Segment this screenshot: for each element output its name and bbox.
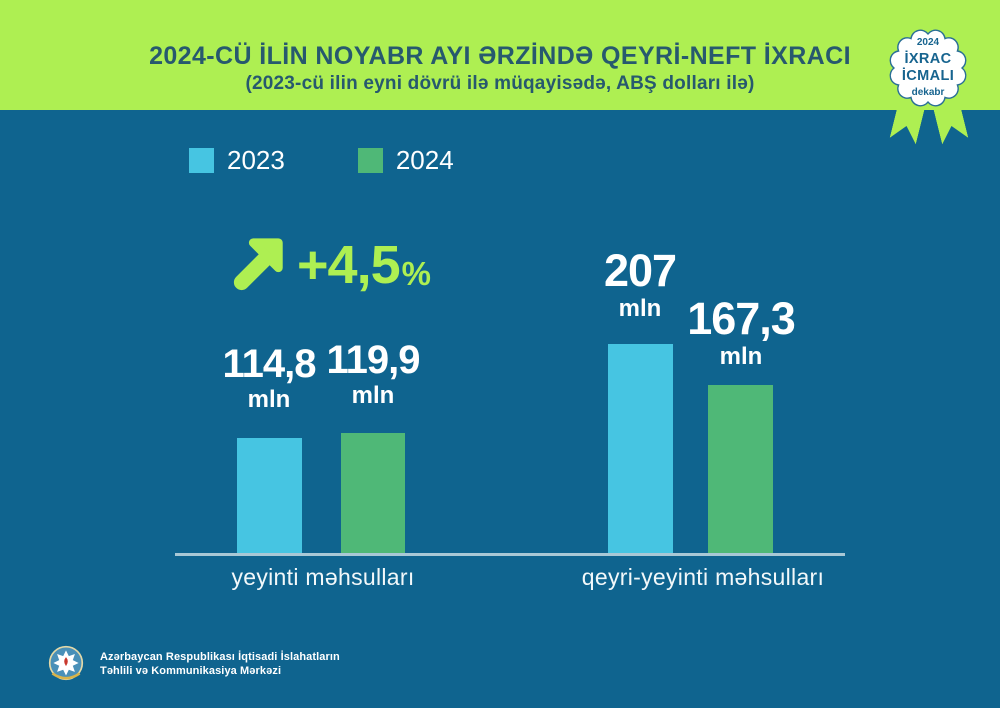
legend-label-2023: 2023: [227, 145, 285, 175]
badge-text: 2024 İXRAC İCMALI dekabr: [888, 28, 968, 108]
legend-swatch-2024: [357, 148, 383, 173]
up-right-arrow-icon: [233, 238, 283, 291]
badge-year: 2024: [916, 37, 940, 48]
badge-month: dekabr: [911, 87, 945, 98]
unit-2024-food: mln: [351, 382, 395, 409]
page-title: 2024-CÜ İLİN NOYABR AYI ƏRZİNDƏ QEYRİ-NE…: [149, 42, 851, 70]
footer-org-name: Azərbaycan Respublikası İqtisadi İslahat…: [100, 650, 340, 678]
bar-2023-food: [237, 438, 302, 555]
unit-2023-nonfood: mln: [618, 295, 662, 322]
unit-2023-food: mln: [247, 386, 291, 413]
header-band: 2024-CÜ İLİN NOYABR AYI ƏRZİNDƏ QEYRİ-NE…: [0, 0, 1000, 110]
bar-2023-nonfood: [608, 344, 673, 555]
legend-item-2023: 2023: [189, 145, 285, 176]
page-subtitle: (2023-cü ilin eyni dövrü ilə müqayisədə,…: [245, 73, 755, 94]
category-label-food: yeyinti məhsulları: [231, 564, 415, 590]
badge-rosette: 2024 İXRAC İCMALI dekabr: [888, 28, 968, 108]
value-2023-nonfood: 207: [603, 245, 677, 296]
value-2024-food: 119,9: [326, 338, 421, 382]
value-label-2023-food: 114,8 mln: [194, 341, 344, 413]
value-2024-nonfood: 167,3: [687, 293, 796, 344]
x-axis-line: [175, 553, 845, 556]
value-label-2023-nonfood: 207 mln: [565, 246, 715, 322]
footer: Azərbaycan Respublikası İqtisadi İslahat…: [45, 643, 340, 685]
value-label-2024-food: 119,9 mln: [298, 337, 448, 409]
footer-org-line2: Təhlili və Kommunikasiya Mərkəzi: [100, 665, 282, 677]
category-label-nonfood: qeyri-yeyinti məhsulları: [581, 564, 825, 590]
growth-annotation: +4,5 %: [231, 232, 431, 294]
export-review-badge: 2024 İXRAC İCMALI dekabr: [880, 20, 980, 150]
legend-item-2024: 2024: [357, 145, 454, 176]
bar-2024-food: [341, 433, 405, 555]
bar-2024-nonfood: [708, 385, 773, 555]
growth-value: +4,5: [297, 235, 401, 295]
footer-org-line1: Azərbaycan Respublikası İqtisadi İslahat…: [100, 651, 340, 663]
chart-legend: 2023 2024: [189, 145, 454, 176]
value-2023-food: 114,8: [222, 342, 317, 386]
value-label-2024-nonfood: 167,3 mln: [666, 294, 816, 370]
rosette-seal-icon: [889, 29, 967, 107]
legend-swatch-2023: [189, 148, 214, 173]
unit-2024-nonfood: mln: [719, 343, 763, 370]
legend-label-2024: 2024: [395, 145, 454, 175]
badge-line1: İXRAC: [904, 51, 952, 67]
azerbaijan-emblem-icon: [48, 645, 84, 681]
growth-unit: %: [401, 255, 431, 292]
badge-line2: İCMALI: [901, 67, 955, 84]
